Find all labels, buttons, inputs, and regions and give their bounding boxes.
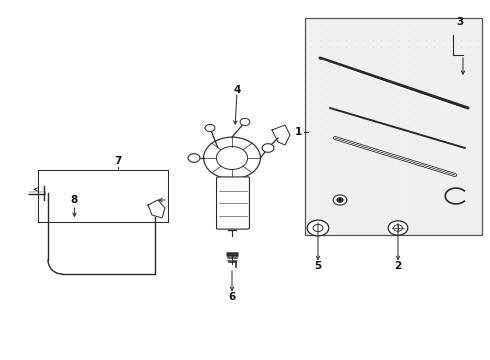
Text: 2: 2: [394, 261, 402, 271]
Text: 1: 1: [294, 127, 302, 137]
Circle shape: [217, 147, 247, 170]
FancyBboxPatch shape: [217, 177, 249, 229]
Polygon shape: [148, 200, 165, 218]
Circle shape: [307, 220, 329, 236]
Circle shape: [205, 125, 215, 132]
Text: 7: 7: [114, 156, 122, 166]
Circle shape: [393, 225, 402, 231]
Circle shape: [388, 221, 408, 235]
Text: 3: 3: [456, 17, 464, 27]
Circle shape: [203, 137, 260, 179]
Text: 8: 8: [71, 195, 78, 204]
Circle shape: [337, 198, 343, 202]
Circle shape: [333, 195, 347, 205]
Circle shape: [240, 118, 250, 126]
Text: 5: 5: [315, 261, 321, 271]
Circle shape: [313, 224, 323, 231]
Circle shape: [262, 144, 274, 152]
Text: 6: 6: [228, 292, 236, 302]
Text: 4: 4: [233, 85, 241, 95]
Circle shape: [188, 154, 200, 162]
Bar: [305, 18, 482, 235]
